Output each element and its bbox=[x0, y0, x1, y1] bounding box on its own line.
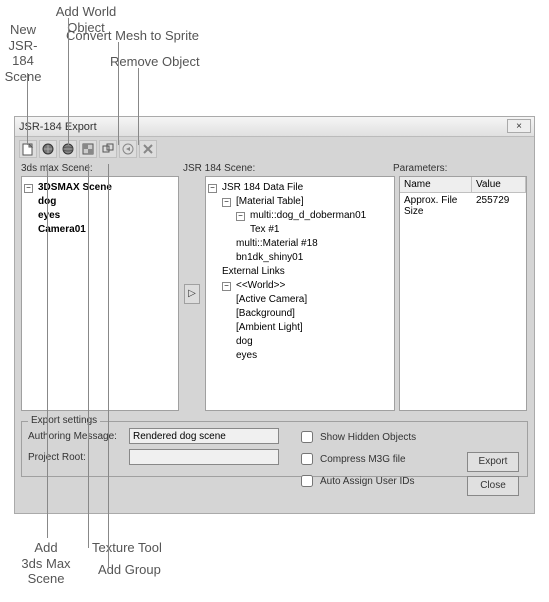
remove-object-button[interactable] bbox=[139, 140, 157, 158]
authoring-row: Authoring Message: bbox=[28, 428, 521, 444]
parameters-panel: Name Value Approx. File Size 255729 bbox=[399, 176, 527, 411]
line-remove-object bbox=[138, 68, 139, 145]
callout-add-group: Add Group bbox=[98, 562, 178, 578]
window-title: JSR-184 Export bbox=[19, 121, 97, 133]
mid-tex1[interactable]: Tex #1 bbox=[208, 223, 392, 237]
mid-world-item[interactable]: [Ambient Light] bbox=[208, 321, 392, 335]
mid-mat2[interactable]: multi::Material #18 bbox=[208, 237, 392, 251]
transfer-area: ▷ bbox=[183, 176, 201, 411]
compress-label: Compress M3G file bbox=[320, 454, 406, 465]
titlebar: JSR-184 Export × bbox=[15, 117, 534, 137]
param-name: Approx. File Size bbox=[400, 193, 472, 219]
new-scene-button[interactable] bbox=[19, 140, 37, 158]
export-settings-group: Export settings Authoring Message: Proje… bbox=[21, 421, 528, 477]
left-tree[interactable]: −3DSMAX Scene dog eyes Camera01 bbox=[22, 177, 178, 241]
line-convert-mesh bbox=[118, 42, 119, 145]
add-3dsmax-scene-button[interactable] bbox=[39, 140, 57, 158]
checkbox-column: Show Hidden Objects Compress M3G file Au… bbox=[297, 428, 416, 494]
left-tree-root[interactable]: 3DSMAX Scene bbox=[38, 181, 112, 195]
mid-world[interactable]: <<World>> bbox=[236, 279, 285, 293]
compress-checkbox[interactable] bbox=[301, 453, 313, 465]
mid-mat3[interactable]: bn1dk_shiny01 bbox=[208, 251, 392, 265]
line-add-3dsmax bbox=[47, 164, 48, 538]
mid-world-item[interactable]: [Active Camera] bbox=[208, 293, 392, 307]
param-col-name[interactable]: Name bbox=[400, 177, 472, 192]
param-row[interactable]: Approx. File Size 255729 bbox=[400, 193, 526, 219]
export-button[interactable]: Export bbox=[467, 452, 519, 472]
callout-add-3dsmax: Add 3ds Max Scene bbox=[16, 540, 76, 587]
line-add-world bbox=[68, 18, 69, 145]
convert-mesh-button[interactable] bbox=[119, 140, 137, 158]
window-close-button[interactable]: × bbox=[507, 119, 531, 133]
tree-toggle[interactable]: − bbox=[208, 184, 217, 193]
callout-texture-tool: Texture Tool bbox=[92, 540, 172, 556]
project-root-input[interactable] bbox=[129, 449, 279, 465]
new-scene-icon bbox=[21, 142, 35, 156]
tree-toggle[interactable]: − bbox=[222, 282, 231, 291]
show-hidden-checkbox[interactable] bbox=[301, 431, 313, 443]
param-col-value[interactable]: Value bbox=[472, 177, 526, 192]
texture-icon bbox=[81, 142, 95, 156]
mid-world-item[interactable]: dog bbox=[208, 335, 392, 349]
auto-id-checkbox[interactable] bbox=[301, 475, 313, 487]
add-group-button[interactable] bbox=[99, 140, 117, 158]
tree-toggle[interactable]: − bbox=[222, 198, 231, 207]
group-icon bbox=[101, 142, 115, 156]
tree-toggle[interactable]: − bbox=[24, 184, 33, 193]
left-tree-panel: −3DSMAX Scene dog eyes Camera01 bbox=[21, 176, 179, 411]
mid-mat1[interactable]: multi::dog_d_doberman01 bbox=[250, 209, 366, 223]
mid-tree[interactable]: −JSR 184 Data File −[Material Table] −mu… bbox=[206, 177, 394, 367]
mid-tree-panel: −JSR 184 Data File −[Material Table] −mu… bbox=[205, 176, 395, 411]
close-button[interactable]: Close bbox=[467, 476, 519, 496]
transfer-icon: ▷ bbox=[188, 288, 196, 299]
project-root-row: Project Root: bbox=[28, 449, 521, 465]
texture-tool-button[interactable] bbox=[79, 140, 97, 158]
label-left-tree: 3ds max Scene: bbox=[21, 163, 183, 174]
mid-world-item[interactable]: [Background] bbox=[208, 307, 392, 321]
show-hidden-label: Show Hidden Objects bbox=[320, 432, 416, 443]
export-window: JSR-184 Export × 3ds max Scene: JSR 1 bbox=[14, 116, 535, 514]
param-header: Name Value bbox=[400, 177, 526, 193]
section-labels: 3ds max Scene: JSR 184 Scene: Parameters… bbox=[15, 161, 534, 174]
transfer-button[interactable]: ▷ bbox=[184, 284, 200, 304]
mid-ext-links[interactable]: External Links bbox=[208, 265, 392, 279]
export-legend: Export settings bbox=[28, 415, 100, 426]
remove-icon bbox=[141, 142, 155, 156]
tree-toggle[interactable]: − bbox=[236, 212, 245, 221]
callout-remove-object: Remove Object bbox=[110, 54, 210, 70]
content-area: −3DSMAX Scene dog eyes Camera01 ▷ −JSR 1… bbox=[15, 174, 534, 417]
line-new-scene bbox=[27, 73, 28, 145]
authoring-input[interactable] bbox=[129, 428, 279, 444]
button-column: Export Close bbox=[467, 452, 519, 496]
convert-icon bbox=[121, 142, 135, 156]
label-mid-tree: JSR 184 Scene: bbox=[183, 163, 393, 174]
auto-id-label: Auto Assign User IDs bbox=[320, 476, 414, 487]
mid-material-table[interactable]: [Material Table] bbox=[236, 195, 304, 209]
label-parameters: Parameters: bbox=[393, 163, 447, 174]
line-texture-tool bbox=[88, 164, 89, 548]
line-add-group bbox=[108, 164, 109, 568]
toolbar bbox=[15, 137, 534, 161]
param-value: 255729 bbox=[472, 193, 513, 219]
add-scene-icon bbox=[41, 142, 55, 156]
mid-world-item[interactable]: eyes bbox=[208, 349, 392, 363]
mid-root[interactable]: JSR 184 Data File bbox=[222, 181, 303, 195]
callout-new-scene: New JSR-184 Scene bbox=[0, 22, 48, 84]
close-icon: × bbox=[516, 121, 522, 132]
callout-convert-mesh: Convert Mesh to Sprite bbox=[66, 28, 206, 44]
